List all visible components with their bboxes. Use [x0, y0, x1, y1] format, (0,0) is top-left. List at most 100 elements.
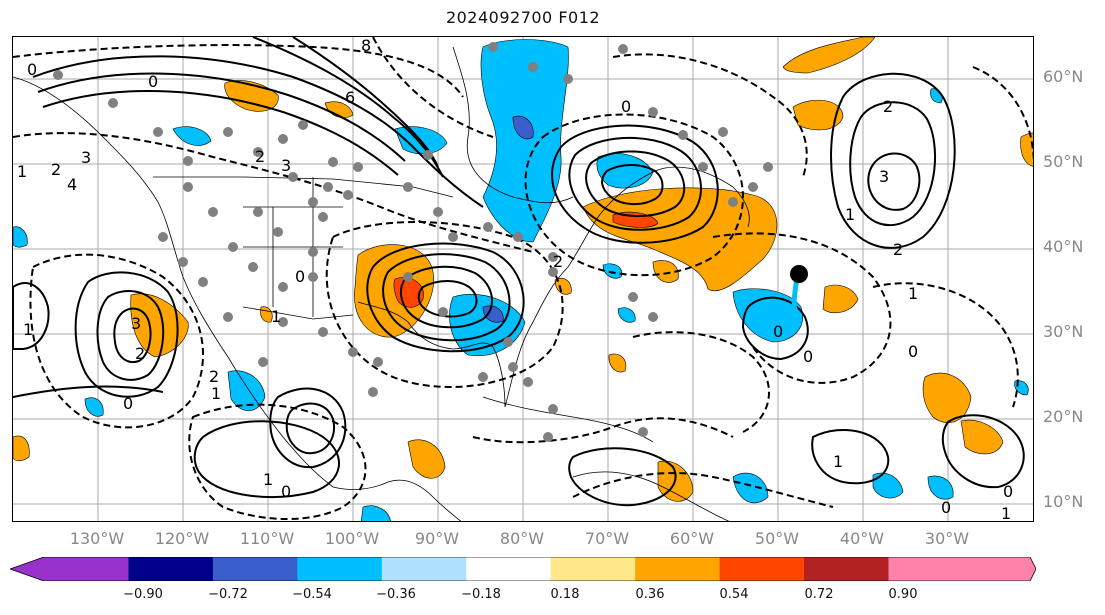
sig-dot	[288, 172, 298, 182]
solid-low-gulf-3	[400, 265, 494, 329]
fill-carib-blue	[84, 397, 104, 417]
solid-s-2	[811, 429, 890, 485]
solid-low-atl-4	[601, 164, 664, 205]
sig-dot	[718, 127, 728, 137]
fill-central-blue	[732, 288, 803, 343]
lon-label-40w: 40°W	[839, 529, 885, 548]
colorbar-tick: 0.36	[635, 587, 665, 602]
sig-dot	[323, 182, 333, 192]
fill-small-blue-3	[930, 88, 943, 104]
sig-dot	[178, 257, 188, 267]
solid-low-atl-3	[585, 150, 685, 217]
lat-label-60n: 60°N	[1043, 67, 1084, 86]
contour-label: 6	[345, 88, 355, 107]
lon-label-90w: 90°W	[414, 529, 460, 548]
dash-c7	[712, 232, 892, 384]
sig-dot	[228, 242, 238, 252]
colorbar-tick: 0.54	[719, 587, 749, 602]
solid-ne-high-2	[849, 101, 937, 227]
sig-dot	[508, 362, 518, 372]
sig-dot	[678, 130, 688, 140]
lat-label-50n: 50°N	[1043, 152, 1084, 171]
colorbar-swatches	[10, 557, 1036, 581]
fill-pacific-orange	[130, 293, 189, 358]
contour-label: 0	[281, 482, 291, 501]
sig-dot	[478, 372, 488, 382]
solid-carib-3	[285, 402, 335, 455]
contour-label: 3	[281, 156, 291, 175]
sig-dot	[638, 427, 648, 437]
colorbar-swatch	[719, 557, 805, 581]
sig-dot	[223, 312, 233, 322]
dash-c12	[472, 417, 734, 444]
contour-label: 3	[879, 167, 889, 186]
sig-dot	[543, 432, 553, 442]
contour-label: 3	[81, 148, 91, 167]
coast-canada-east	[597, 166, 750, 228]
contour-label: 2	[883, 97, 893, 116]
lat-label-20n: 20°N	[1043, 407, 1084, 426]
coast-caribbean	[482, 396, 654, 443]
dash-c3	[29, 253, 204, 429]
sig-dot	[353, 162, 363, 172]
colorbar	[10, 557, 1036, 581]
sig-dot	[563, 74, 573, 84]
coast-hudson-bay	[452, 46, 574, 204]
sig-dot	[298, 120, 308, 130]
colorbar-tick: 0.90	[888, 587, 918, 602]
sig-dot	[273, 227, 283, 237]
contour-label: 4	[67, 175, 77, 194]
solid-carib-2	[269, 387, 347, 469]
map-canvas: 0 0 1 2 3 4 6 8 2 3 0 1 2 3 1 0 1 0 2 1 …	[13, 37, 1033, 522]
contour-label: 1	[23, 320, 33, 339]
fill-e-orange	[1020, 132, 1033, 167]
solid-w-1	[13, 282, 50, 350]
sig-dot	[343, 190, 353, 200]
contour-label: 1	[263, 470, 273, 489]
fill-mid-orange-2	[822, 284, 859, 314]
solid-low-gulf-4	[417, 280, 478, 318]
coast-us-east	[504, 216, 599, 408]
lon-label-70w: 70°W	[584, 529, 630, 548]
sig-dot	[108, 98, 118, 108]
contour-label: 1	[17, 162, 27, 181]
dash-c4	[325, 221, 564, 388]
solid-ne-high-1	[830, 72, 956, 249]
sig-dot	[308, 197, 318, 207]
lon-label-100w: 100°W	[324, 529, 380, 548]
sig-dot	[513, 232, 523, 242]
solid-low-atl-2	[568, 136, 702, 231]
sig-dot	[403, 272, 413, 282]
solid-jet-3	[42, 89, 399, 176]
sig-dot	[53, 70, 63, 80]
sig-dot	[748, 182, 758, 192]
contour-label: 0	[908, 342, 918, 361]
dash-c11	[972, 66, 1033, 161]
lon-label-60w: 60°W	[669, 529, 715, 548]
fill-labrador-blue	[596, 153, 654, 189]
sig-dot	[728, 197, 738, 207]
sig-dot	[308, 247, 318, 257]
colorbar-tick: −0.18	[461, 587, 501, 602]
sig-dot	[438, 307, 448, 317]
sig-dot	[548, 404, 558, 414]
contour-label: 2	[553, 252, 563, 271]
sig-dot	[648, 312, 658, 322]
dash-c14	[572, 472, 834, 508]
sig-dot	[253, 207, 263, 217]
contour-label: 2	[51, 160, 61, 179]
sig-dot	[548, 252, 558, 262]
fill-e-blue-2	[927, 475, 954, 500]
map-panel: 0 0 1 2 3 4 6 8 2 3 0 1 2 3 1 0 1 0 2 1 …	[12, 36, 1034, 522]
contour-label: 0	[148, 72, 158, 91]
contour-label: 1	[211, 384, 221, 403]
colorbar-swatch	[466, 557, 552, 581]
fill-e-blue	[872, 472, 904, 499]
sig-dot	[223, 127, 233, 137]
fill-nw-blue	[172, 126, 212, 146]
contour-label: 1	[1001, 504, 1011, 522]
solid-low-gulf-1	[366, 242, 525, 353]
contour-label: 0	[1003, 482, 1013, 501]
contour-label: 0	[123, 394, 133, 413]
solid-center-high	[741, 296, 809, 361]
